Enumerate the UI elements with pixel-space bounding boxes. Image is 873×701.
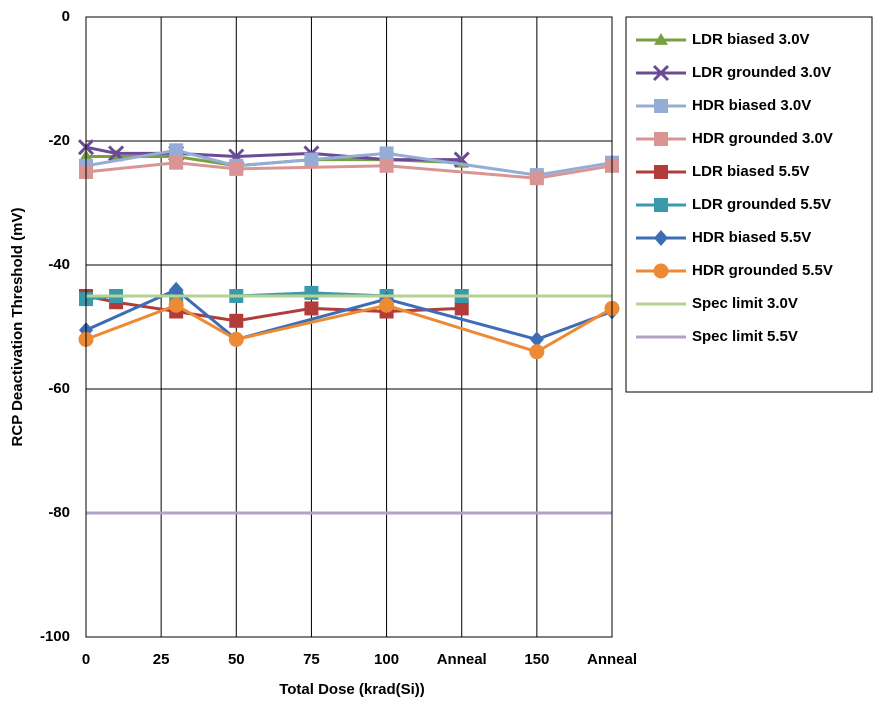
- data-point: [304, 285, 319, 300]
- legend-label: LDR grounded 3.0V: [692, 64, 831, 81]
- legend-marker: [654, 132, 668, 146]
- x-tick-label: 0: [82, 651, 90, 668]
- legend-marker: [654, 165, 668, 179]
- legend-label: LDR biased 3.0V: [692, 31, 810, 48]
- x-tick-label: 25: [153, 651, 170, 668]
- legend-label: LDR biased 5.5V: [692, 163, 810, 180]
- data-point: [304, 152, 319, 167]
- y-tick-label: -80: [48, 504, 70, 521]
- y-tick-label: 0: [62, 8, 70, 25]
- legend-label: HDR grounded 3.0V: [692, 130, 833, 147]
- legend-marker: [654, 230, 668, 246]
- series-line: [85, 303, 613, 354]
- data-point: [304, 301, 319, 316]
- legend-marker: [654, 99, 668, 113]
- x-tick-label: Anneal: [437, 651, 487, 668]
- data-point: [379, 158, 394, 173]
- data-point: [379, 297, 395, 313]
- x-tick-label: Anneal: [587, 651, 637, 668]
- data-point: [169, 281, 184, 298]
- data-point: [168, 297, 184, 313]
- x-tick-label: 100: [374, 651, 399, 668]
- data-point: [169, 155, 184, 170]
- legend-marker: [652, 64, 670, 82]
- y-tick-label: -60: [48, 380, 70, 397]
- legend-marker: [654, 198, 668, 212]
- data-point: [169, 143, 184, 158]
- y-tick-label: -20: [48, 132, 70, 149]
- legend-marker: [653, 263, 669, 279]
- legend-label: HDR biased 5.5V: [692, 229, 811, 246]
- x-tick-label: 150: [524, 651, 549, 668]
- legend-label: Spec limit 3.0V: [692, 295, 798, 312]
- x-axis-title: Total Dose (krad(Si)): [279, 681, 425, 698]
- y-tick-label: -100: [40, 628, 70, 645]
- data-point: [529, 344, 545, 360]
- x-tick-label: 75: [303, 651, 320, 668]
- data-point: [228, 331, 244, 347]
- data-point: [229, 161, 244, 176]
- data-point: [107, 145, 125, 162]
- series-line: [85, 161, 613, 180]
- data-point: [454, 301, 469, 316]
- x-tick-label: 50: [228, 651, 245, 668]
- legend-label: HDR biased 3.0V: [692, 97, 811, 114]
- y-tick-label: -40: [48, 256, 70, 273]
- y-axis-title: RCP Deactivation Threshold (mV): [9, 208, 26, 447]
- data-point: [529, 171, 544, 186]
- series-line: [86, 155, 462, 168]
- legend-marker: [654, 33, 668, 45]
- data-point: [379, 146, 394, 161]
- plot-border: [85, 16, 613, 638]
- legend-label: Spec limit 5.5V: [692, 328, 798, 345]
- legend-label: LDR grounded 5.5V: [692, 196, 831, 213]
- legend-label: HDR grounded 5.5V: [692, 262, 833, 279]
- data-point: [529, 331, 544, 348]
- data-point: [229, 313, 244, 328]
